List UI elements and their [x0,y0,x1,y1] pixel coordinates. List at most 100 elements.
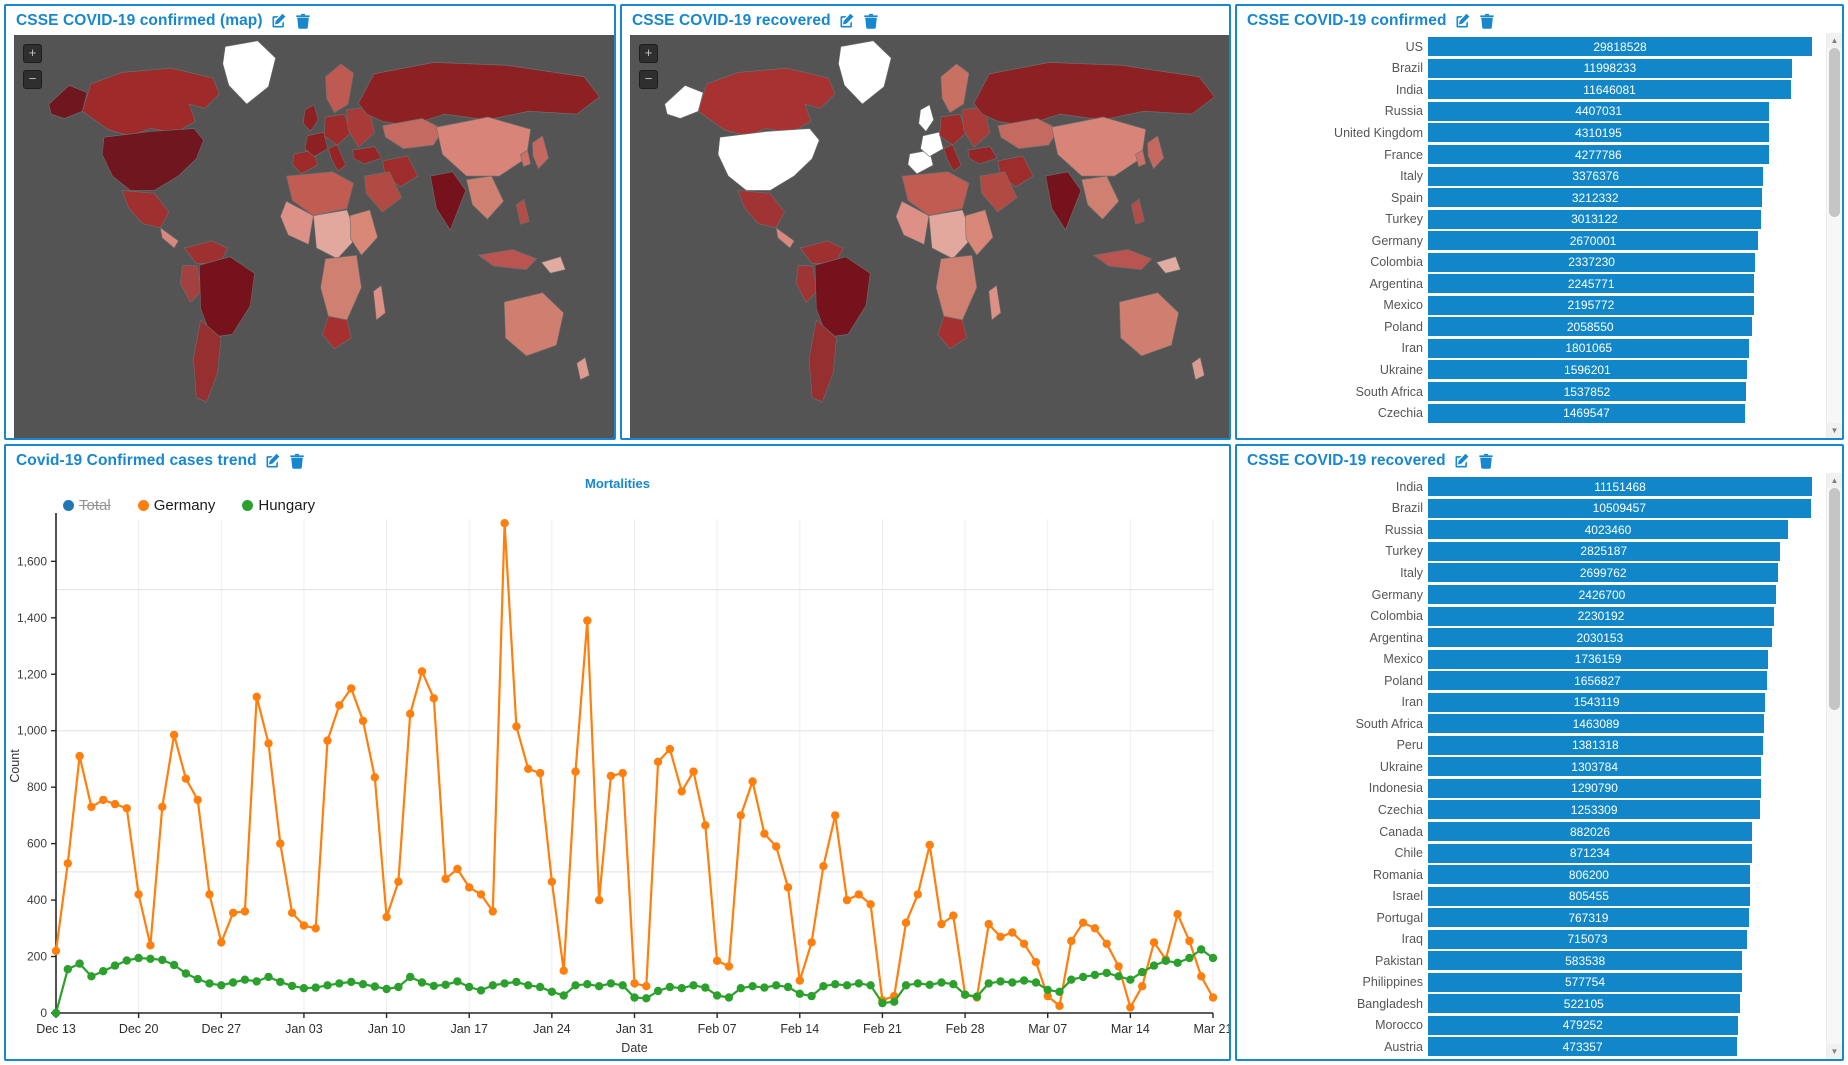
delete-icon[interactable] [295,13,311,29]
country-region-argentina[interactable] [808,319,837,403]
country-region-west_africa[interactable] [280,200,314,245]
value-bar[interactable]: 871234 [1428,843,1752,863]
country-region-mexico[interactable] [121,190,170,229]
value-bar[interactable]: 29818528 [1428,37,1813,57]
country-region-japan[interactable] [1147,135,1165,170]
legend-item-total[interactable]: Total [63,497,111,514]
value-bar[interactable]: 1736159 [1428,649,1769,669]
country-region-papua[interactable] [540,256,566,274]
edit-icon[interactable] [1455,13,1471,29]
country-region-se_asia[interactable] [466,175,504,220]
country-region-central_europe[interactable] [323,113,351,146]
country-region-us[interactable] [101,128,204,191]
value-bar[interactable]: 4310195 [1428,123,1769,143]
value-bar[interactable]: 4277786 [1428,145,1769,164]
country-region-russia[interactable] [358,61,601,127]
value-bar[interactable]: 2058550 [1428,317,1753,337]
country-region-philippines[interactable] [1131,198,1145,225]
value-bar[interactable]: 2230192 [1428,606,1774,626]
delete-icon[interactable] [289,453,305,469]
scroll-down-arrow[interactable]: ▼ [1827,423,1842,438]
country-region-china[interactable] [436,116,531,177]
value-bar[interactable]: 1656827 [1428,671,1767,691]
country-region-central_america[interactable] [775,227,795,249]
value-bar[interactable]: 1290790 [1428,778,1762,798]
legend-item-hungary[interactable]: Hungary [242,497,315,514]
zoom-out-button[interactable]: − [639,70,658,89]
country-region-central_europe[interactable] [939,113,967,146]
country-region-uk[interactable] [918,104,935,132]
value-bar[interactable]: 2699762 [1428,563,1779,583]
value-bar[interactable]: 1537852 [1428,382,1746,402]
value-bar[interactable]: 3212332 [1428,188,1763,208]
country-region-southern_africa[interactable] [935,254,978,321]
world-map-recovered[interactable] [630,35,1229,438]
value-bar[interactable]: 11998233 [1428,58,1792,78]
value-bar[interactable]: 2030153 [1428,628,1772,648]
country-region-north_africa[interactable] [901,171,970,217]
country-region-korea[interactable] [520,149,531,168]
country-region-scandinavia[interactable] [325,63,354,114]
value-bar[interactable]: 882026 [1428,822,1752,842]
country-region-indonesia[interactable] [1092,249,1153,270]
country-region-se_asia[interactable] [1081,175,1120,220]
country-region-madagascar[interactable] [373,284,386,321]
value-bar[interactable]: 577754 [1428,972,1743,992]
choropleth-map-confirmed[interactable]: + − [14,35,614,438]
country-region-india[interactable] [430,171,467,231]
country-region-italy[interactable] [328,143,347,172]
edit-icon[interactable] [271,13,287,29]
country-region-us[interactable] [717,128,820,191]
value-bar[interactable]: 522105 [1428,994,1740,1014]
edit-icon[interactable] [839,13,855,29]
country-region-south_africa[interactable] [322,315,352,350]
country-region-uk[interactable] [302,104,319,132]
value-bar[interactable]: 1543119 [1428,692,1766,712]
value-bar[interactable]: 767319 [1428,908,1749,928]
country-region-brazil[interactable] [199,256,255,338]
country-region-alaska[interactable] [48,84,88,119]
country-region-greenland[interactable] [222,40,276,105]
country-region-scandinavia[interactable] [940,63,970,114]
country-region-south_africa[interactable] [937,315,967,350]
country-region-kazakh[interactable] [382,118,445,150]
zoom-in-button[interactable]: + [639,44,658,63]
delete-icon[interactable] [1478,453,1494,469]
edit-icon[interactable] [1454,453,1470,469]
edit-icon[interactable] [265,453,281,469]
value-bar[interactable]: 1253309 [1428,800,1761,820]
country-region-central_africa[interactable] [313,209,358,260]
country-region-australia[interactable] [1119,292,1180,357]
country-region-argentina[interactable] [193,319,222,403]
value-bar[interactable]: 715073 [1428,929,1748,949]
country-region-central_america[interactable] [159,227,179,249]
scroll-up-arrow[interactable]: ▲ [1827,33,1842,48]
value-bar[interactable]: 2195772 [1428,295,1754,315]
value-bar[interactable]: 1303784 [1428,757,1762,777]
zoom-in-button[interactable]: + [23,44,42,63]
country-region-japan[interactable] [532,135,549,170]
country-region-papua[interactable] [1155,256,1181,274]
country-region-colombia_venezuela[interactable] [799,240,844,265]
country-region-kazakh[interactable] [997,118,1060,150]
country-region-canada[interactable] [697,67,836,137]
value-bar[interactable]: 1469547 [1428,403,1745,423]
scrollbar-thumb[interactable] [1829,488,1840,711]
value-bar[interactable]: 11151468 [1428,477,1813,497]
value-bar[interactable]: 3013122 [1428,209,1761,229]
country-region-china[interactable] [1051,116,1147,177]
value-bar[interactable]: 2245771 [1428,274,1755,294]
country-region-italy[interactable] [943,143,962,172]
value-bar[interactable]: 4407031 [1428,101,1770,121]
value-bar[interactable]: 473357 [1428,1037,1738,1057]
choropleth-map-recovered[interactable]: + − [630,35,1229,438]
value-bar[interactable]: 2426700 [1428,585,1776,604]
value-bar[interactable]: 2337230 [1428,252,1756,272]
zoom-out-button[interactable]: − [23,70,42,89]
country-region-east_africa[interactable] [349,209,378,256]
scrollbar-track[interactable] [1827,488,1842,1044]
country-region-colombia_venezuela[interactable] [183,240,229,265]
value-bar[interactable]: 2670001 [1428,231,1759,251]
value-bar[interactable]: 11646081 [1428,80,1792,100]
scroll-down-arrow[interactable]: ▼ [1827,1044,1842,1059]
